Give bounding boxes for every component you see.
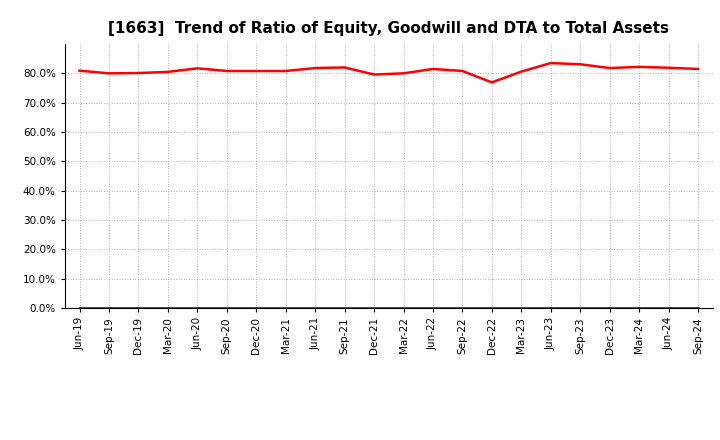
Deferred Tax Assets (428, 305, 437, 311)
Goodwill (134, 305, 143, 311)
Equity (193, 66, 202, 71)
Equity (370, 72, 379, 77)
Goodwill (546, 305, 555, 311)
Equity (576, 62, 585, 67)
Goodwill (428, 305, 437, 311)
Goodwill (399, 305, 408, 311)
Equity (665, 65, 673, 70)
Goodwill (311, 305, 320, 311)
Goodwill (694, 305, 703, 311)
Goodwill (252, 305, 261, 311)
Deferred Tax Assets (370, 305, 379, 311)
Goodwill (104, 305, 113, 311)
Deferred Tax Assets (399, 305, 408, 311)
Deferred Tax Assets (134, 305, 143, 311)
Goodwill (341, 305, 349, 311)
Equity (635, 64, 644, 70)
Goodwill (606, 305, 614, 311)
Goodwill (635, 305, 644, 311)
Equity (546, 60, 555, 66)
Equity (311, 66, 320, 71)
Deferred Tax Assets (665, 305, 673, 311)
Goodwill (75, 305, 84, 311)
Title: [1663]  Trend of Ratio of Equity, Goodwill and DTA to Total Assets: [1663] Trend of Ratio of Equity, Goodwil… (108, 21, 670, 36)
Deferred Tax Assets (163, 305, 172, 311)
Deferred Tax Assets (252, 305, 261, 311)
Equity (517, 69, 526, 74)
Deferred Tax Assets (193, 305, 202, 311)
Deferred Tax Assets (517, 305, 526, 311)
Goodwill (458, 305, 467, 311)
Deferred Tax Assets (282, 305, 290, 311)
Goodwill (282, 305, 290, 311)
Deferred Tax Assets (487, 305, 496, 311)
Deferred Tax Assets (222, 305, 231, 311)
Equity (694, 66, 703, 72)
Line: Equity: Equity (79, 63, 698, 82)
Goodwill (370, 305, 379, 311)
Goodwill (487, 305, 496, 311)
Equity (606, 66, 614, 71)
Deferred Tax Assets (606, 305, 614, 311)
Equity (341, 65, 349, 70)
Equity (399, 71, 408, 76)
Equity (458, 68, 467, 73)
Deferred Tax Assets (458, 305, 467, 311)
Goodwill (222, 305, 231, 311)
Equity (134, 70, 143, 76)
Goodwill (163, 305, 172, 311)
Goodwill (193, 305, 202, 311)
Goodwill (665, 305, 673, 311)
Deferred Tax Assets (576, 305, 585, 311)
Deferred Tax Assets (694, 305, 703, 311)
Deferred Tax Assets (104, 305, 113, 311)
Equity (487, 80, 496, 85)
Goodwill (576, 305, 585, 311)
Equity (428, 66, 437, 72)
Equity (282, 68, 290, 73)
Deferred Tax Assets (635, 305, 644, 311)
Equity (163, 69, 172, 74)
Deferred Tax Assets (75, 305, 84, 311)
Equity (222, 68, 231, 73)
Equity (75, 68, 84, 73)
Equity (104, 71, 113, 76)
Deferred Tax Assets (546, 305, 555, 311)
Deferred Tax Assets (341, 305, 349, 311)
Equity (252, 68, 261, 73)
Deferred Tax Assets (311, 305, 320, 311)
Goodwill (517, 305, 526, 311)
